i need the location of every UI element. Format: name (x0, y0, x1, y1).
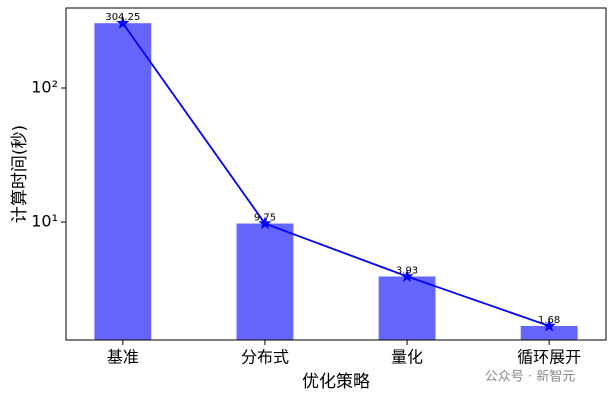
value-label: 3.93 (396, 265, 418, 276)
plot-frame (65, 7, 607, 341)
y-tick-label: 10² (31, 77, 58, 96)
bar (94, 23, 152, 340)
bar (378, 276, 436, 340)
star-marker (258, 216, 272, 230)
x-tick-label: 量化 (391, 348, 423, 367)
value-label: 1.68 (538, 315, 560, 326)
star-marker (400, 269, 414, 283)
x-tick-label: 分布式 (241, 348, 289, 367)
value-label: 9.75 (254, 213, 276, 224)
value-label: 304.25 (105, 12, 140, 23)
bar (236, 223, 294, 340)
star-marker (542, 318, 556, 332)
line (122, 22, 550, 327)
bar (520, 325, 578, 340)
watermark: 公众号 · 新智元 (485, 369, 575, 385)
x-tick-label: 循环展开 (517, 348, 581, 367)
star-marker (116, 16, 130, 29)
x-tick-label: 基准 (107, 348, 139, 367)
y-tick-label: 10¹ (31, 212, 58, 231)
y-axis-title: 计算时间(秒) (10, 125, 30, 223)
x-axis-title: 优化策略 (302, 372, 370, 392)
